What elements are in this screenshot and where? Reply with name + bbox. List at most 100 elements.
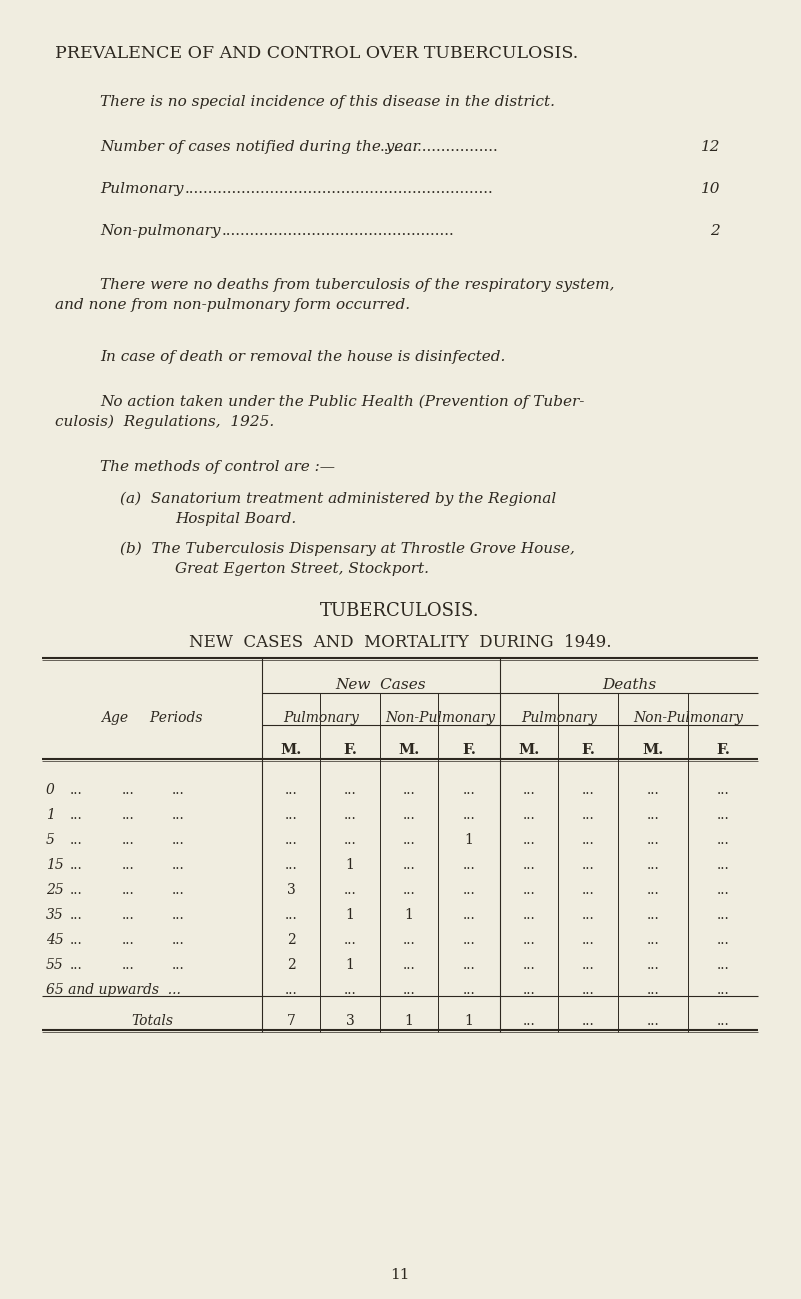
Text: ...: ... xyxy=(70,783,83,798)
Text: ...: ... xyxy=(122,908,135,922)
Text: ...: ... xyxy=(646,1015,659,1028)
Text: 1: 1 xyxy=(405,908,413,922)
Text: No action taken under the Public Health (Prevention of Tuber-: No action taken under the Public Health … xyxy=(100,395,585,409)
Text: ...: ... xyxy=(717,783,730,798)
Text: ...: ... xyxy=(717,808,730,822)
Text: Number of cases notified during the year: Number of cases notified during the year xyxy=(100,140,420,155)
Text: .................................................: ........................................… xyxy=(222,223,455,238)
Text: ...: ... xyxy=(463,983,475,998)
Text: ...: ... xyxy=(122,957,135,972)
Text: ...: ... xyxy=(582,783,594,798)
Text: Pulmonary: Pulmonary xyxy=(283,711,359,725)
Text: ...: ... xyxy=(403,833,416,847)
Text: Totals: Totals xyxy=(131,1015,173,1028)
Text: ...: ... xyxy=(122,883,135,898)
Text: ...: ... xyxy=(646,808,659,822)
Text: 1: 1 xyxy=(46,808,55,822)
Text: ...: ... xyxy=(463,783,475,798)
Text: ...: ... xyxy=(582,1015,594,1028)
Text: 5: 5 xyxy=(46,833,55,847)
Text: 55: 55 xyxy=(46,957,64,972)
Text: ...: ... xyxy=(582,883,594,898)
Text: ...: ... xyxy=(122,859,135,872)
Text: ...: ... xyxy=(172,783,185,798)
Text: ...: ... xyxy=(582,983,594,998)
Text: ...: ... xyxy=(172,908,185,922)
Text: ...: ... xyxy=(522,783,535,798)
Text: ...: ... xyxy=(172,833,185,847)
Text: ...: ... xyxy=(344,983,356,998)
Text: 2: 2 xyxy=(287,957,296,972)
Text: ...: ... xyxy=(646,983,659,998)
Text: ...: ... xyxy=(522,808,535,822)
Text: ...: ... xyxy=(403,933,416,947)
Text: PREVALENCE OF AND CONTROL OVER TUBERCULOSIS.: PREVALENCE OF AND CONTROL OVER TUBERCULO… xyxy=(55,45,578,62)
Text: There is no special incidence of this disease in the district.: There is no special incidence of this di… xyxy=(100,95,555,109)
Text: ...: ... xyxy=(717,833,730,847)
Text: 25: 25 xyxy=(46,883,64,898)
Text: ...: ... xyxy=(403,808,416,822)
Text: 3: 3 xyxy=(345,1015,354,1028)
Text: ...: ... xyxy=(717,908,730,922)
Text: ...: ... xyxy=(582,833,594,847)
Text: ...: ... xyxy=(463,808,475,822)
Text: F.: F. xyxy=(343,743,357,757)
Text: New  Cases: New Cases xyxy=(336,678,426,692)
Text: Hospital Board.: Hospital Board. xyxy=(175,512,296,526)
Text: 7: 7 xyxy=(287,1015,296,1028)
Text: ...: ... xyxy=(344,883,356,898)
Text: ...: ... xyxy=(522,957,535,972)
Text: 1: 1 xyxy=(465,1015,473,1028)
Text: ...: ... xyxy=(284,808,297,822)
Text: ...: ... xyxy=(70,883,83,898)
Text: F.: F. xyxy=(716,743,730,757)
Text: M.: M. xyxy=(280,743,302,757)
Text: ...: ... xyxy=(172,957,185,972)
Text: NEW  CASES  AND  MORTALITY  DURING  1949.: NEW CASES AND MORTALITY DURING 1949. xyxy=(189,634,611,651)
Text: ...: ... xyxy=(403,957,416,972)
Text: In case of death or removal the house is disinfected.: In case of death or removal the house is… xyxy=(100,349,505,364)
Text: ...: ... xyxy=(70,859,83,872)
Text: ...: ... xyxy=(70,833,83,847)
Text: M.: M. xyxy=(518,743,540,757)
Text: M.: M. xyxy=(642,743,663,757)
Text: 2: 2 xyxy=(287,933,296,947)
Text: 3: 3 xyxy=(287,883,296,898)
Text: M.: M. xyxy=(398,743,420,757)
Text: Pulmonary: Pulmonary xyxy=(100,182,183,196)
Text: 2: 2 xyxy=(710,223,720,238)
Text: ...: ... xyxy=(344,808,356,822)
Text: ...: ... xyxy=(122,833,135,847)
Text: 1: 1 xyxy=(405,1015,413,1028)
Text: ...: ... xyxy=(582,859,594,872)
Text: 11: 11 xyxy=(390,1268,410,1282)
Text: ...: ... xyxy=(717,933,730,947)
Text: Non-Pulmonary: Non-Pulmonary xyxy=(385,711,495,725)
Text: F.: F. xyxy=(462,743,476,757)
Text: ...: ... xyxy=(344,833,356,847)
Text: ...: ... xyxy=(70,957,83,972)
Text: ...: ... xyxy=(344,783,356,798)
Text: ...: ... xyxy=(284,908,297,922)
Text: Pulmonary: Pulmonary xyxy=(521,711,597,725)
Text: ...: ... xyxy=(70,908,83,922)
Text: and none from non-pulmonary form occurred.: and none from non-pulmonary form occurre… xyxy=(55,297,410,312)
Text: ...: ... xyxy=(717,883,730,898)
Text: (a)  Sanatorium treatment administered by the Regional: (a) Sanatorium treatment administered by… xyxy=(120,492,556,507)
Text: ...: ... xyxy=(463,883,475,898)
Text: F.: F. xyxy=(581,743,595,757)
Text: Deaths: Deaths xyxy=(602,678,656,692)
Text: ...: ... xyxy=(172,859,185,872)
Text: ...: ... xyxy=(172,933,185,947)
Text: There were no deaths from tuberculosis of the respiratory system,: There were no deaths from tuberculosis o… xyxy=(100,278,614,292)
Text: Great Egerton Street, Stockport.: Great Egerton Street, Stockport. xyxy=(175,562,429,575)
Text: ...: ... xyxy=(403,859,416,872)
Text: ...: ... xyxy=(646,859,659,872)
Text: .................................................................: ........................................… xyxy=(185,182,493,196)
Text: Age     Periods: Age Periods xyxy=(101,711,203,725)
Text: 45: 45 xyxy=(46,933,64,947)
Text: ...: ... xyxy=(646,783,659,798)
Text: .........................: ......................... xyxy=(380,140,499,155)
Text: ...: ... xyxy=(403,883,416,898)
Text: ...: ... xyxy=(582,957,594,972)
